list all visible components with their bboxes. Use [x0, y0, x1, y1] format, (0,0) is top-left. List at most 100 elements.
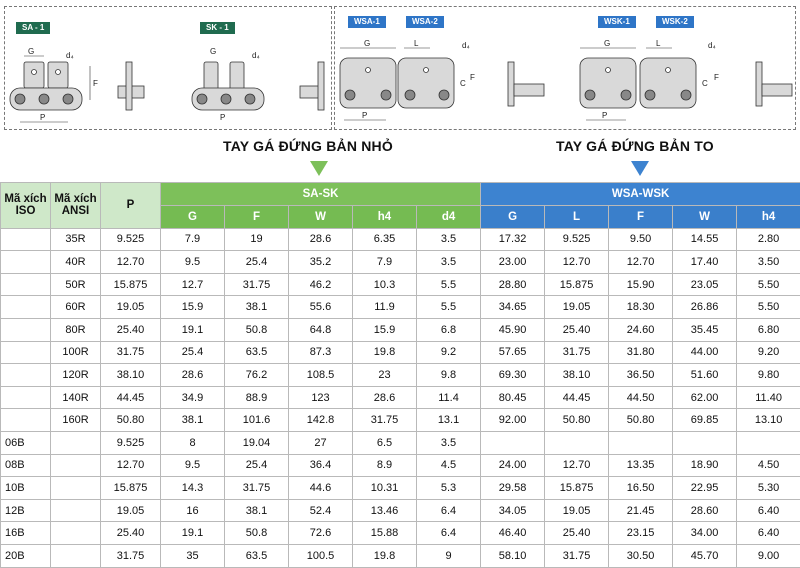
dim-label-c-wsk: C — [702, 79, 708, 88]
table-cell: 18.30 — [609, 296, 673, 319]
table-cell: 38.1 — [225, 296, 289, 319]
table-cell: 5.50 — [737, 273, 800, 296]
table-cell: 34.9 — [161, 386, 225, 409]
table-cell: 44.50 — [609, 386, 673, 409]
table-cell: 50.80 — [609, 409, 673, 432]
attachment-dimension-table: Mã xích ISO Mã xích ANSI P SA-SK WSA-WSK… — [0, 182, 800, 568]
diagram-area: SA - 1 SK - 1 WSA-1 WSA-2 WSK-1 WSK-2 — [0, 0, 800, 134]
header-sa-w: W — [289, 206, 353, 229]
header-wsa-g: G — [481, 206, 545, 229]
table-cell: 26.86 — [673, 296, 737, 319]
dim-label-g-wsa: G — [364, 39, 370, 48]
dim-label-d4-wsk: d₄ — [708, 41, 716, 50]
table-cell: 22.95 — [673, 477, 737, 500]
table-cell: 10B — [1, 477, 51, 500]
headline-large-attachment: TAY GÁ ĐỨNG BẢN TO — [556, 138, 714, 154]
table-cell: 29.58 — [481, 477, 545, 500]
table-cell: 06B — [1, 431, 51, 454]
table-cell: 45.90 — [481, 318, 545, 341]
table-cell: 19.8 — [353, 341, 417, 364]
table-cell: 5.30 — [737, 477, 800, 500]
table-cell: 28.80 — [481, 273, 545, 296]
table-cell: 160R — [51, 409, 101, 432]
table-cell: 35.45 — [673, 318, 737, 341]
table-cell: 11.40 — [737, 386, 800, 409]
table-cell — [1, 251, 51, 274]
table-cell — [1, 228, 51, 251]
table-cell: 101.6 — [225, 409, 289, 432]
table-cell: 63.5 — [225, 544, 289, 567]
table-cell — [1, 273, 51, 296]
table-cell: 15.875 — [545, 477, 609, 500]
table-cell: 8.9 — [353, 454, 417, 477]
table-cell: 6.40 — [737, 499, 800, 522]
table-cell — [51, 477, 101, 500]
table-cell — [481, 431, 545, 454]
table-cell: 120R — [51, 364, 101, 387]
table-cell: 31.75 — [101, 544, 161, 567]
table-cell — [51, 544, 101, 567]
header-wsa-w: W — [673, 206, 737, 229]
table-cell: 46.2 — [289, 273, 353, 296]
table-cell: 5.5 — [417, 296, 481, 319]
table-cell: 55.6 — [289, 296, 353, 319]
table-cell — [1, 296, 51, 319]
table-cell: 3.5 — [417, 228, 481, 251]
table-cell: 31.75 — [225, 273, 289, 296]
table-cell: 3.5 — [417, 431, 481, 454]
dim-label-f-wsk: F — [714, 73, 719, 82]
table-cell: 142.8 — [289, 409, 353, 432]
table-cell: 6.5 — [353, 431, 417, 454]
table-cell: 38.1 — [225, 499, 289, 522]
table-cell: 35.2 — [289, 251, 353, 274]
table-cell: 19.04 — [225, 431, 289, 454]
table-cell: 19.8 — [353, 544, 417, 567]
table-cell: 19.05 — [545, 296, 609, 319]
table-cell: 16 — [161, 499, 225, 522]
table-cell: 5.3 — [417, 477, 481, 500]
table-cell: 19.1 — [161, 522, 225, 545]
table-cell: 38.1 — [161, 409, 225, 432]
table-cell: 50R — [51, 273, 101, 296]
table-cell: 2.80 — [737, 228, 800, 251]
dim-label-d4: d₄ — [66, 51, 74, 60]
table-cell: 10.31 — [353, 477, 417, 500]
table-cell: 50.80 — [545, 409, 609, 432]
table-cell: 24.00 — [481, 454, 545, 477]
table-cell: 15.90 — [609, 273, 673, 296]
table-cell: 12.70 — [101, 454, 161, 477]
header-ansi: Mã xích ANSI — [51, 183, 101, 229]
header-group-sa-sk: SA-SK — [161, 183, 481, 206]
table-cell: 3.5 — [417, 251, 481, 274]
table-cell — [1, 386, 51, 409]
table-cell: 44.45 — [101, 386, 161, 409]
dim-label-d4-sk: d₄ — [252, 51, 260, 60]
dim-label-l-wsa: L — [414, 39, 419, 48]
table-cell: 46.40 — [481, 522, 545, 545]
header-wsa-h4: h4 — [737, 206, 800, 229]
table-cell: 50.8 — [225, 318, 289, 341]
table-cell: 69.85 — [673, 409, 737, 432]
table-cell: 38.10 — [101, 364, 161, 387]
table-cell: 13.1 — [417, 409, 481, 432]
table-cell: 44.00 — [673, 341, 737, 364]
table-cell: 28.60 — [673, 499, 737, 522]
table-cell: 13.10 — [737, 409, 800, 432]
table-cell: 19 — [225, 228, 289, 251]
dim-label-g-sk: G — [210, 47, 216, 56]
table-cell — [1, 364, 51, 387]
table-cell — [51, 431, 101, 454]
table-cell: 36.50 — [609, 364, 673, 387]
table-cell: 64.8 — [289, 318, 353, 341]
table-cell: 31.75 — [101, 341, 161, 364]
table-cell: 80.45 — [481, 386, 545, 409]
table-cell: 19.05 — [101, 296, 161, 319]
table-cell: 14.3 — [161, 477, 225, 500]
table-cell: 88.9 — [225, 386, 289, 409]
table-cell — [51, 499, 101, 522]
